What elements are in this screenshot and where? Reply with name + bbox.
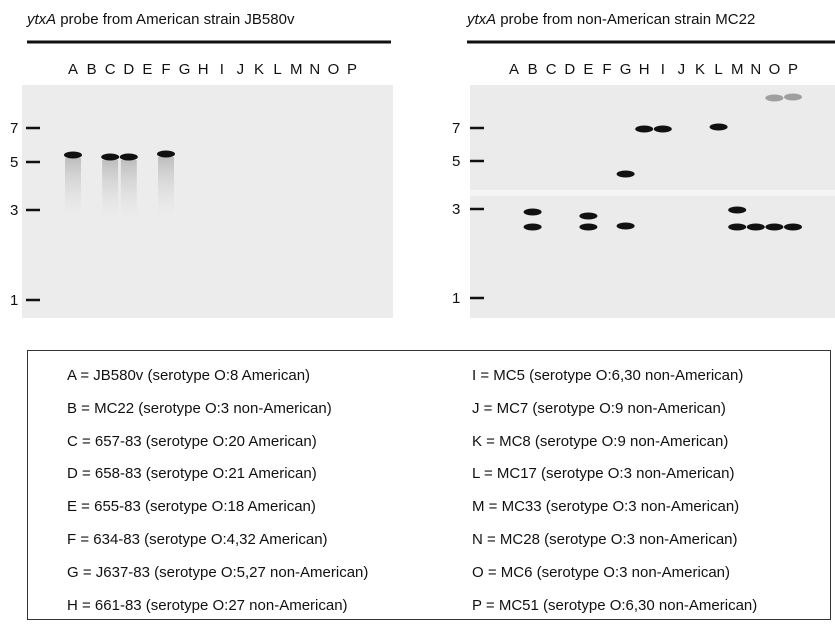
band xyxy=(654,126,672,133)
band xyxy=(784,94,802,101)
title-text: probe from non-American strain MC22 xyxy=(500,11,755,28)
legend-entry: C = 657-83 (serotype O:20 American) xyxy=(67,433,368,466)
lane-label: B xyxy=(528,61,538,78)
legend-entry: E = 655-83 (serotype O:18 American) xyxy=(67,498,368,531)
lane-label: I xyxy=(661,61,665,78)
lane-label: D xyxy=(123,61,134,78)
legend-entry: K = MC8 (serotype O:9 non-American) xyxy=(472,433,757,466)
band xyxy=(765,95,783,102)
size-marker: 3 xyxy=(452,201,460,218)
size-marker: 1 xyxy=(452,290,460,307)
size-marker: 7 xyxy=(10,120,18,137)
band xyxy=(617,223,635,230)
band xyxy=(784,224,802,231)
band xyxy=(765,224,783,231)
band xyxy=(747,224,765,231)
legend-entry: F = 634-83 (serotype O:4,32 American) xyxy=(67,531,368,564)
legend-column: I = MC5 (serotype O:6,30 non-American)J … xyxy=(472,367,757,624)
legend-entry: B = MC22 (serotype O:3 non-American) xyxy=(67,400,368,433)
gene-name: ytxA xyxy=(26,11,56,28)
lane-label: C xyxy=(546,61,557,78)
lane-label: E xyxy=(583,61,593,78)
lane-label: J xyxy=(237,61,245,78)
legend-entry: N = MC28 (serotype O:3 non-American) xyxy=(472,531,757,564)
size-marker: 7 xyxy=(452,120,460,137)
lane-label: K xyxy=(254,61,264,78)
smear xyxy=(158,157,174,217)
title-text: probe from American strain JB580v xyxy=(60,11,295,28)
lane-label: F xyxy=(602,61,611,78)
band xyxy=(617,171,635,178)
legend-entry: P = MC51 (serotype O:6,30 non-American) xyxy=(472,597,757,624)
legend-entry: H = 661-83 (serotype O:27 non-American) xyxy=(67,597,368,624)
size-marker: 3 xyxy=(10,202,18,219)
lane-label: P xyxy=(347,61,357,78)
lane-label: L xyxy=(714,61,722,78)
blot-artifact xyxy=(470,190,835,196)
lane-label: O xyxy=(328,61,340,78)
lane-label: I xyxy=(220,61,224,78)
legend-entry: L = MC17 (serotype O:3 non-American) xyxy=(472,465,757,498)
band xyxy=(579,224,597,231)
lane-label: L xyxy=(273,61,281,78)
lane-label: A xyxy=(509,61,519,78)
band xyxy=(101,154,119,161)
band xyxy=(157,151,175,158)
lane-label: G xyxy=(179,61,191,78)
gene-name: ytxA xyxy=(466,11,496,28)
figure: ytxAprobe from American strain JB580vABC… xyxy=(0,0,835,624)
band xyxy=(524,209,542,216)
band xyxy=(728,207,746,214)
legend-column: A = JB580v (serotype O:8 American)B = MC… xyxy=(67,367,368,624)
lane-label: N xyxy=(309,61,320,78)
band xyxy=(728,224,746,231)
lane-label: E xyxy=(142,61,152,78)
legend-entry: G = J637-83 (serotype O:5,27 non-America… xyxy=(67,564,368,597)
legend-entry: J = MC7 (serotype O:9 non-American) xyxy=(472,400,757,433)
lane-label: C xyxy=(105,61,116,78)
band xyxy=(710,124,728,131)
blot-right xyxy=(470,85,835,318)
size-marker: 1 xyxy=(10,292,18,309)
lane-label: D xyxy=(564,61,575,78)
lane-label: H xyxy=(639,61,650,78)
lane-label: H xyxy=(198,61,209,78)
lane-label: N xyxy=(750,61,761,78)
legend-entry: A = JB580v (serotype O:8 American) xyxy=(67,367,368,400)
legend-entry: M = MC33 (serotype O:3 non-American) xyxy=(472,498,757,531)
lane-label: K xyxy=(695,61,705,78)
band xyxy=(579,213,597,220)
lane-label: P xyxy=(788,61,798,78)
legend-entry: I = MC5 (serotype O:6,30 non-American) xyxy=(472,367,757,400)
size-marker: 5 xyxy=(452,153,460,170)
lane-label: B xyxy=(87,61,97,78)
smear xyxy=(121,160,137,220)
smear xyxy=(102,160,118,220)
legend-entry: D = 658-83 (serotype O:21 American) xyxy=(67,465,368,498)
band xyxy=(64,152,82,159)
legend-box: A = JB580v (serotype O:8 American)B = MC… xyxy=(27,350,831,620)
lane-label: J xyxy=(678,61,686,78)
band xyxy=(524,224,542,231)
size-marker: 5 xyxy=(10,154,18,171)
lane-label: A xyxy=(68,61,78,78)
lane-label: G xyxy=(620,61,632,78)
lane-label: O xyxy=(769,61,781,78)
band xyxy=(635,126,653,133)
smear xyxy=(65,158,81,218)
band xyxy=(120,154,138,161)
lane-label: M xyxy=(731,61,744,78)
lane-label: M xyxy=(290,61,303,78)
lane-label: F xyxy=(161,61,170,78)
legend-entry: O = MC6 (serotype O:3 non-American) xyxy=(472,564,757,597)
